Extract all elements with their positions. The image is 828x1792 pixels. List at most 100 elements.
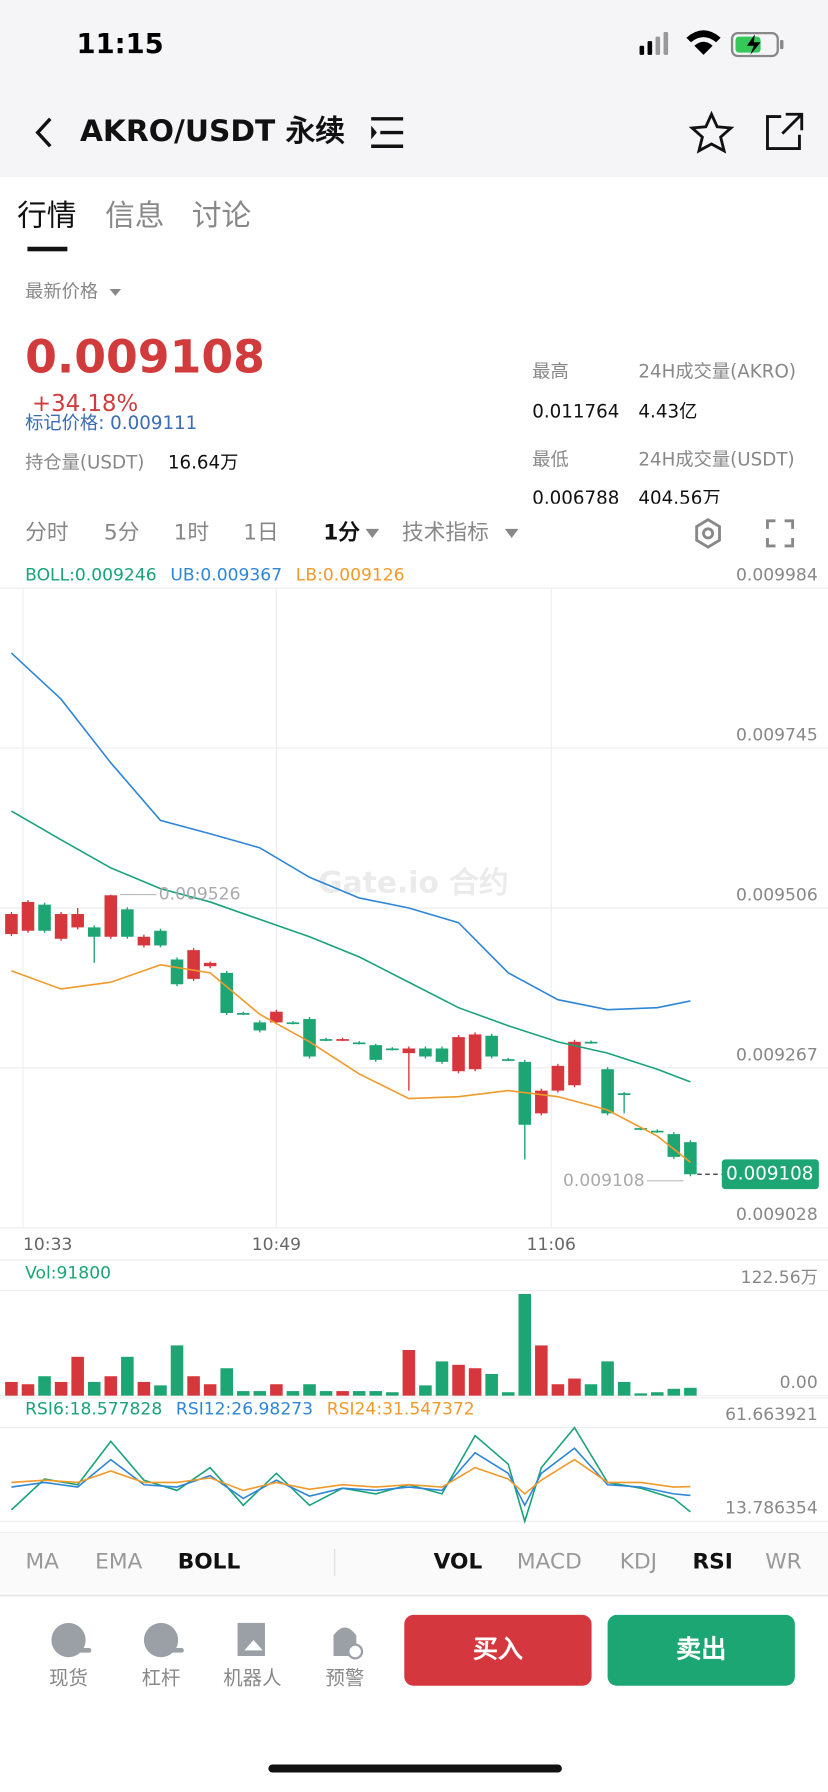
candle-body bbox=[187, 950, 200, 979]
sell-button[interactable] bbox=[607, 1614, 795, 1686]
tab[interactable]: 讨论 bbox=[192, 199, 251, 234]
legend-entry: RSI24:31.547372 bbox=[327, 1399, 475, 1419]
tab[interactable]: 行情 bbox=[17, 199, 76, 234]
nav-item[interactable]: 现货 bbox=[49, 1666, 88, 1689]
menu-icon[interactable] bbox=[371, 117, 404, 148]
y-tick-label: 0.009267 bbox=[736, 1045, 818, 1065]
tab[interactable]: 信息 bbox=[105, 199, 164, 234]
settings-icon[interactable] bbox=[695, 518, 721, 549]
dropdown-arrow bbox=[365, 528, 380, 538]
share-icon[interactable] bbox=[766, 112, 804, 150]
indicator-tab-active[interactable]: BOLL bbox=[178, 1549, 241, 1574]
price-tag-bg bbox=[721, 1159, 819, 1190]
y-tick-label: 0.00 bbox=[780, 1373, 818, 1393]
nav-icons bbox=[51, 1622, 364, 1660]
interval[interactable]: 1日 bbox=[243, 520, 278, 545]
price-label[interactable]: 最新价格 bbox=[25, 281, 98, 302]
dropdown-arrow bbox=[504, 528, 519, 538]
interval[interactable]: 5分 bbox=[104, 520, 140, 545]
indicator-line bbox=[10, 652, 691, 1011]
candle-body bbox=[468, 1034, 482, 1070]
volume-bar bbox=[584, 1384, 598, 1396]
indicator-tab[interactable]: KDJ bbox=[620, 1549, 657, 1574]
candle-body bbox=[38, 904, 51, 931]
last-price: 0.009108 bbox=[25, 330, 265, 383]
volume-bar bbox=[54, 1381, 68, 1396]
status-icons bbox=[639, 30, 784, 58]
volume-bar bbox=[386, 1392, 399, 1396]
indicator-tab[interactable]: EMA bbox=[95, 1549, 142, 1574]
volume-bar bbox=[650, 1392, 664, 1396]
candle-body bbox=[54, 914, 68, 939]
candle-body bbox=[419, 1048, 432, 1057]
indicator-tab[interactable]: MA bbox=[25, 1549, 59, 1574]
candle-body bbox=[601, 1069, 614, 1114]
candle-body bbox=[684, 1142, 697, 1175]
candle-body bbox=[501, 1059, 515, 1061]
stat-label: 持仓量(USDT) bbox=[25, 453, 144, 474]
candle-body bbox=[352, 1042, 366, 1045]
y-tick-label: 0.009984 bbox=[736, 566, 818, 586]
volume-bar bbox=[187, 1376, 200, 1396]
stat-label: 24H成交量(USDT) bbox=[638, 449, 794, 470]
indicator-tab-active[interactable]: VOL bbox=[434, 1549, 483, 1574]
candle-body bbox=[386, 1048, 399, 1051]
candle-body bbox=[137, 936, 151, 946]
pair-title[interactable]: AKRO/USDT 永续 bbox=[80, 114, 345, 149]
indicator-tab[interactable]: WR bbox=[765, 1549, 802, 1574]
candle-body bbox=[551, 1065, 565, 1091]
buy-label[interactable]: 买入 bbox=[473, 1634, 523, 1663]
min-annotation: 0.009108 bbox=[563, 1171, 645, 1191]
stat-value: 0.011764 bbox=[532, 401, 619, 422]
sell-label[interactable]: 卖出 bbox=[676, 1634, 726, 1663]
nav-item[interactable]: 机器人 bbox=[223, 1666, 281, 1689]
volume-bar bbox=[87, 1381, 101, 1396]
candle-body bbox=[21, 901, 35, 931]
stat-label: 最高 bbox=[532, 361, 569, 382]
volume-bar bbox=[319, 1391, 333, 1396]
nav-item[interactable]: 预警 bbox=[325, 1666, 364, 1689]
candle-body bbox=[87, 927, 101, 937]
candle-body bbox=[203, 962, 217, 967]
volume-bar bbox=[154, 1385, 167, 1396]
back-button[interactable] bbox=[35, 117, 52, 148]
volume-bar bbox=[485, 1373, 498, 1396]
volume-bar bbox=[236, 1391, 250, 1396]
volume-bar bbox=[617, 1381, 631, 1396]
legend-entry: UB:0.009367 bbox=[170, 566, 282, 586]
y-tick-label: 61.663921 bbox=[725, 1405, 818, 1425]
volume-bar bbox=[435, 1361, 449, 1396]
interval[interactable]: 1时 bbox=[174, 520, 210, 545]
volume-bar bbox=[170, 1345, 184, 1396]
candle-body bbox=[634, 1128, 647, 1130]
interval-active[interactable]: 1分 bbox=[323, 520, 360, 545]
candle-body bbox=[253, 1022, 267, 1031]
candle-body bbox=[170, 959, 184, 985]
indicator-tab[interactable]: MACD bbox=[517, 1549, 582, 1574]
indicator-bar bbox=[0, 1533, 828, 1594]
volume-bar bbox=[5, 1381, 18, 1396]
watermark: Gate.io 合约 bbox=[318, 866, 508, 901]
candle-body bbox=[104, 895, 118, 937]
nav-item[interactable]: 杠杆 bbox=[142, 1666, 181, 1689]
indicator-line bbox=[11, 810, 691, 1083]
indicator-tab-active[interactable]: RSI bbox=[692, 1549, 732, 1574]
favorite-icon[interactable] bbox=[688, 110, 735, 154]
indicator-line bbox=[11, 964, 691, 1163]
fullscreen-icon[interactable] bbox=[766, 519, 795, 548]
indicator-menu[interactable]: 技术指标 bbox=[402, 520, 489, 545]
x-tick-label: 10:49 bbox=[252, 1235, 301, 1255]
volume-bar bbox=[38, 1376, 51, 1396]
buy-button[interactable] bbox=[404, 1614, 592, 1686]
volume-bar bbox=[21, 1384, 35, 1396]
volume-bar bbox=[402, 1349, 416, 1396]
interval[interactable]: 分时 bbox=[25, 520, 68, 545]
candle-body bbox=[435, 1048, 449, 1062]
y-tick-label: 0.009745 bbox=[736, 726, 818, 746]
candle-body bbox=[303, 1019, 316, 1057]
x-tick-label: 11:06 bbox=[527, 1235, 576, 1255]
volume-bar bbox=[71, 1356, 84, 1396]
x-tick-label: 10:33 bbox=[23, 1235, 72, 1255]
